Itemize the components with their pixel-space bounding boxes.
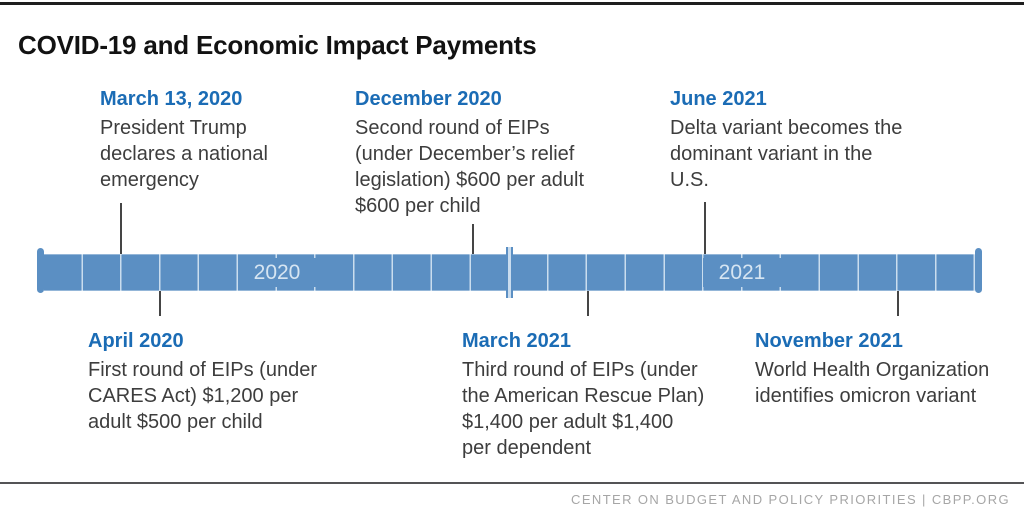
event-description: Second round of EIPs (under December’s r… (355, 117, 585, 217)
event-description: Delta variant becomes the dominant varia… (670, 117, 903, 191)
year-label-2020: 2020 (238, 258, 316, 287)
top-border-rule (0, 2, 1024, 5)
event-date: November 2021 (755, 330, 903, 352)
event-date: April 2020 (88, 330, 184, 352)
event-date: June 2021 (670, 88, 767, 110)
timeline-right-end-cap (975, 248, 982, 293)
event-december-2020: December 2020 Second round of EIPs (unde… (355, 86, 647, 219)
pointer-line-march-2021 (587, 291, 589, 316)
pointer-line-november-2021 (897, 291, 899, 316)
event-april-2020: April 2020 First round of EIPs (under CA… (88, 328, 363, 435)
event-march-13-2020: March 13, 2020 President Trump declares … (100, 86, 310, 193)
event-description: World Health Organization identifies omi… (755, 359, 990, 407)
year-label-2021: 2021 (703, 258, 781, 287)
page-title: COVID-19 and Economic Impact Payments (18, 30, 537, 61)
pointer-line-march-13-2020 (120, 203, 122, 254)
footer-rule (0, 482, 1024, 484)
event-june-2021: June 2021 Delta variant becomes the domi… (670, 86, 955, 193)
pointer-line-april-2020 (159, 291, 161, 316)
pointer-line-december-2020 (472, 224, 474, 254)
event-description: Third round of EIPs (under the American … (462, 359, 705, 459)
event-date: December 2020 (355, 88, 502, 110)
footer-credit: CENTER ON BUDGET AND POLICY PRIORITIES |… (571, 492, 1010, 507)
event-date: March 2021 (462, 330, 571, 352)
event-description: President Trump declares a national emer… (100, 117, 268, 191)
pointer-line-june-2021 (704, 202, 706, 254)
timeline-left-end-cap (37, 248, 44, 293)
event-november-2021: November 2021 World Health Organization … (755, 328, 1024, 409)
event-march-2021: March 2021 Third round of EIPs (under th… (462, 328, 747, 461)
event-description: First round of EIPs (under CARES Act) $1… (88, 359, 317, 433)
year-boundary-tick (506, 247, 513, 298)
event-date: March 13, 2020 (100, 88, 243, 110)
